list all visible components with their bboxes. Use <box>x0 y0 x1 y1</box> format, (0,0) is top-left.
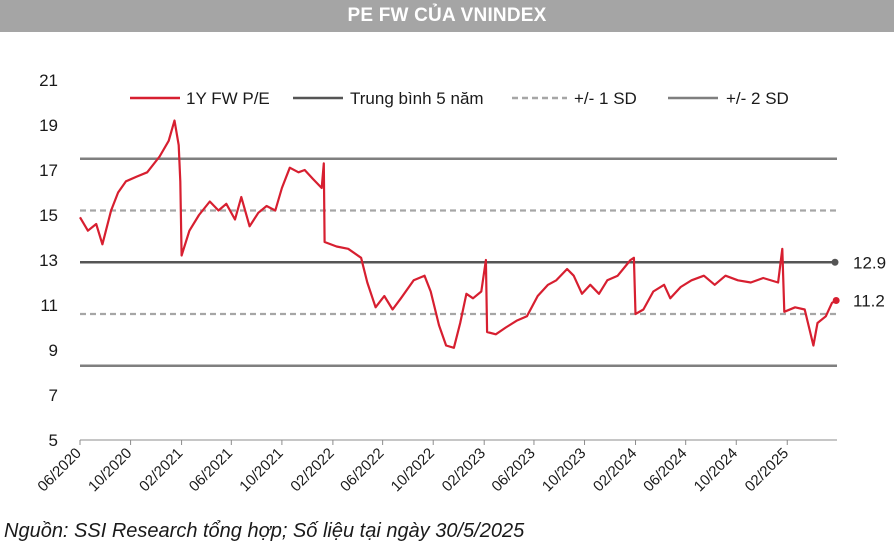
x-tick-label: 06/2020 <box>34 445 84 495</box>
x-tick-label: 06/2021 <box>186 445 236 495</box>
value-annotation: 12.9 <box>853 253 886 272</box>
x-tick-label: 06/2023 <box>488 445 538 495</box>
legend-label: 1Y FW P/E <box>186 89 270 108</box>
y-tick-label: 11 <box>40 296 58 315</box>
y-tick-label: 21 <box>39 71 58 90</box>
value-annotation: 11.2 <box>853 292 885 311</box>
x-tick-label: 02/2025 <box>742 445 792 495</box>
y-tick-label: 7 <box>49 386 58 405</box>
chart-title: PE FW CỦA VNINDEX <box>347 5 547 26</box>
x-tick-label: 06/2022 <box>337 445 387 495</box>
y-tick-label: 15 <box>39 206 58 225</box>
source-note: Nguồn: SSI Research tổng hợp; Số liệu tạ… <box>4 520 525 542</box>
legend-label: +/- 2 SD <box>726 89 789 108</box>
y-tick-label: 5 <box>49 431 58 450</box>
x-tick-label: 10/2021 <box>236 445 286 495</box>
x-tick-label: 10/2022 <box>388 445 438 495</box>
legend-label: +/- 1 SD <box>574 89 637 108</box>
x-tick-label: 10/2023 <box>539 445 589 495</box>
pe-end-marker <box>832 297 840 304</box>
x-tick-label: 02/2021 <box>136 445 186 495</box>
y-tick-label: 13 <box>39 251 58 270</box>
mean-end-marker <box>831 258 839 266</box>
y-tick-label: 9 <box>49 341 58 360</box>
x-tick-label: 02/2024 <box>590 445 640 495</box>
y-tick-label: 17 <box>39 161 58 180</box>
pe-series-line <box>79 119 837 349</box>
chart-title-bar: PE FW CỦA VNINDEX <box>0 0 894 32</box>
legend-label: Trung bình 5 năm <box>350 89 484 108</box>
x-tick-label: 06/2024 <box>640 445 690 495</box>
x-tick-label: 02/2022 <box>287 445 337 495</box>
x-tick-label: 10/2020 <box>85 445 135 495</box>
x-tick-label: 10/2024 <box>691 445 741 495</box>
x-tick-label: 02/2023 <box>439 445 489 495</box>
y-tick-label: 19 <box>39 116 58 135</box>
